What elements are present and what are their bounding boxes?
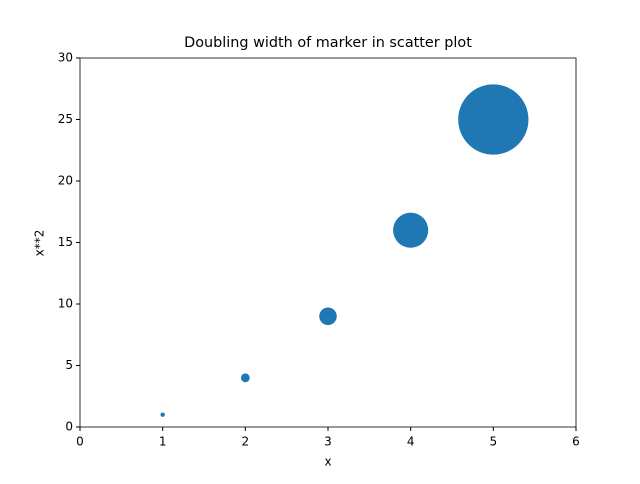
y-tick-label: 25	[58, 112, 73, 126]
marker	[393, 212, 429, 248]
x-tick-label: 5	[490, 435, 498, 449]
marker	[160, 412, 165, 417]
y-tick-label: 0	[65, 420, 73, 434]
x-tick-label: 6	[572, 435, 580, 449]
plot-frame	[79, 57, 577, 428]
x-tick-label: 4	[407, 435, 415, 449]
y-tick-label: 5	[65, 358, 73, 372]
chart-title: Doubling width of marker in scatter plot	[184, 35, 472, 51]
marker	[319, 307, 337, 326]
marker	[458, 84, 529, 155]
y-tick-label: 10	[58, 297, 73, 311]
x-tick-label: 3	[324, 435, 332, 449]
x-tick-label: 2	[242, 435, 250, 449]
x-tick-label: 1	[159, 435, 167, 449]
y-axis-label: x**2	[33, 230, 47, 257]
y-tick-label: 15	[58, 235, 73, 249]
marker	[240, 373, 250, 383]
y-tick-label: 20	[58, 174, 73, 188]
x-tick-label: 0	[76, 435, 84, 449]
y-tick-label: 30	[58, 51, 73, 65]
x-axis-label: x	[324, 455, 331, 469]
